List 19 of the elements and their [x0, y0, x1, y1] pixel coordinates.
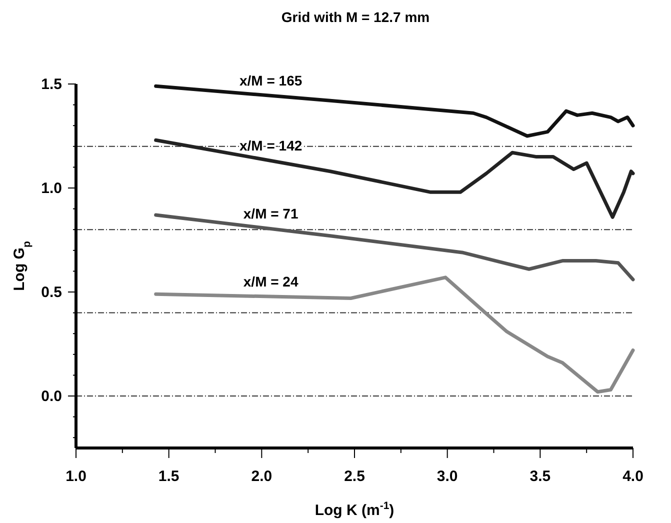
chart-title: Grid with M = 12.7 mm [281, 9, 430, 25]
line-series [154, 276, 635, 394]
y-tick-label: 0.0 [41, 388, 62, 405]
y-tick-label: 1.0 [41, 180, 62, 197]
y-tick-label: 0.5 [41, 284, 62, 301]
x-tick-label: 3.5 [530, 468, 551, 485]
x-tick-label: 2.5 [344, 468, 365, 485]
line-series [154, 138, 635, 219]
x-tick-label: 2.0 [251, 468, 272, 485]
x-tick-label: 1.5 [158, 468, 180, 485]
x-tick-label: 3.0 [436, 468, 458, 485]
x-tick-label: 1.0 [66, 468, 86, 485]
x-tick-label: 4.0 [622, 468, 644, 485]
y-tick-label: 1.5 [41, 76, 62, 93]
x-axis-title: Log K (m$^{-1}$) [314, 500, 394, 519]
series-label: x/M = 71 [243, 206, 298, 222]
line-series [154, 84, 635, 138]
series-label: x/M = 165 [240, 72, 302, 89]
series-label: x/M = 24 [243, 274, 298, 290]
